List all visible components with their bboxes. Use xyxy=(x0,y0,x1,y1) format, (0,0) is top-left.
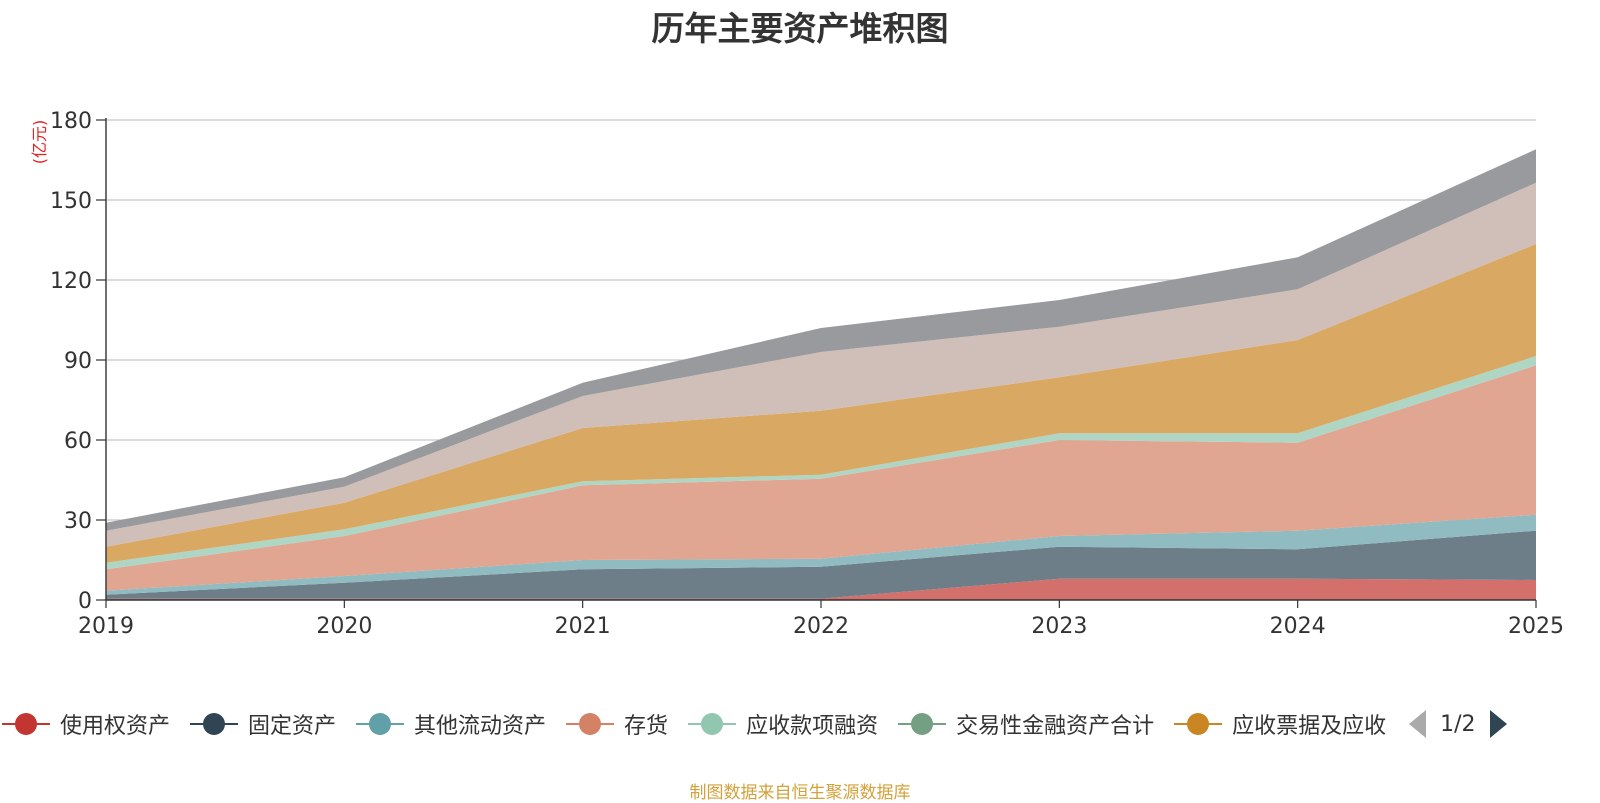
x-tick-label: 2020 xyxy=(316,614,372,639)
legend-page-indicator: 1/2 xyxy=(1440,711,1476,737)
area-series-0 xyxy=(106,578,1536,600)
legend-marker-icon xyxy=(356,713,405,735)
y-tick-label: 0 xyxy=(78,589,92,614)
legend-item[interactable]: 交易性金融资产合计 xyxy=(898,708,1154,740)
y-tick-label: 180 xyxy=(50,109,92,134)
y-tick-label: 60 xyxy=(64,429,92,454)
legend-next-page-icon[interactable] xyxy=(1488,709,1508,739)
x-tick-label: 2019 xyxy=(78,614,134,639)
legend-marker-icon xyxy=(688,713,737,735)
y-tick-label: 150 xyxy=(50,189,92,214)
area-series-8 xyxy=(106,149,1536,531)
y-tick-label: 90 xyxy=(64,349,92,374)
chart-title: 历年主要资产堆积图 xyxy=(651,9,949,48)
legend-label: 应收票据及应收 xyxy=(1232,714,1387,739)
legend: 使用权资产 固定资产 其他流动资产 存货 应收款项融资 交易性金融资产合计 应收票据及应收 1… xyxy=(0,704,1600,744)
legend-marker-icon xyxy=(898,713,947,735)
x-tick-label: 2025 xyxy=(1508,614,1564,639)
legend-marker-icon xyxy=(566,713,615,735)
legend-label: 交易性金融资产合计 xyxy=(956,714,1155,739)
y-tick-label: 30 xyxy=(64,509,92,534)
x-tick-label: 2023 xyxy=(1031,614,1087,639)
chart-plot: 0 30 60 90 120 150 180 2019 2020 2021 2022 2023 2024… xyxy=(30,109,1564,639)
x-tick-label: 2022 xyxy=(793,614,849,639)
x-tick-label: 2021 xyxy=(555,614,611,639)
y-axis-unit-label: (亿元) xyxy=(30,120,49,165)
legend-marker-icon xyxy=(2,713,50,735)
legend-pager: 1/2 xyxy=(1408,709,1507,739)
axis-layer: 0 30 60 90 120 150 180 2019 2020 2021 2022 2023 2024… xyxy=(50,109,1564,639)
legend-item[interactable]: 应收款项融资 xyxy=(688,708,878,740)
legend-label: 其他流动资产 xyxy=(414,714,547,739)
legend-item[interactable]: 应收票据及应收 xyxy=(1174,708,1386,740)
area-series-6 xyxy=(106,244,1536,563)
legend-label: 固定资产 xyxy=(248,714,337,739)
legend-item[interactable]: 其他流动资产 xyxy=(356,708,546,740)
area-series-1 xyxy=(106,530,1536,599)
legend-item[interactable]: 使用权资产 xyxy=(2,708,170,740)
area-series-4 xyxy=(106,356,1536,570)
y-tick-label: 120 xyxy=(50,269,92,294)
area-layer xyxy=(106,149,1536,600)
legend-marker-icon xyxy=(190,713,239,735)
x-tick-label: 2024 xyxy=(1270,614,1326,639)
area-series-7 xyxy=(106,182,1536,547)
legend-label: 存货 xyxy=(624,714,669,739)
legend-label: 应收款项融资 xyxy=(746,714,879,739)
legend-label: 使用权资产 xyxy=(60,714,171,739)
area-series-2 xyxy=(106,514,1536,595)
area-series-3 xyxy=(106,365,1536,591)
legend-marker-icon xyxy=(1174,713,1223,735)
legend-item[interactable]: 固定资产 xyxy=(190,708,336,740)
legend-item[interactable]: 存货 xyxy=(566,708,668,740)
source-note: 制图数据来自恒生聚源数据库 xyxy=(689,783,911,803)
legend-prev-page-icon[interactable] xyxy=(1408,709,1428,739)
